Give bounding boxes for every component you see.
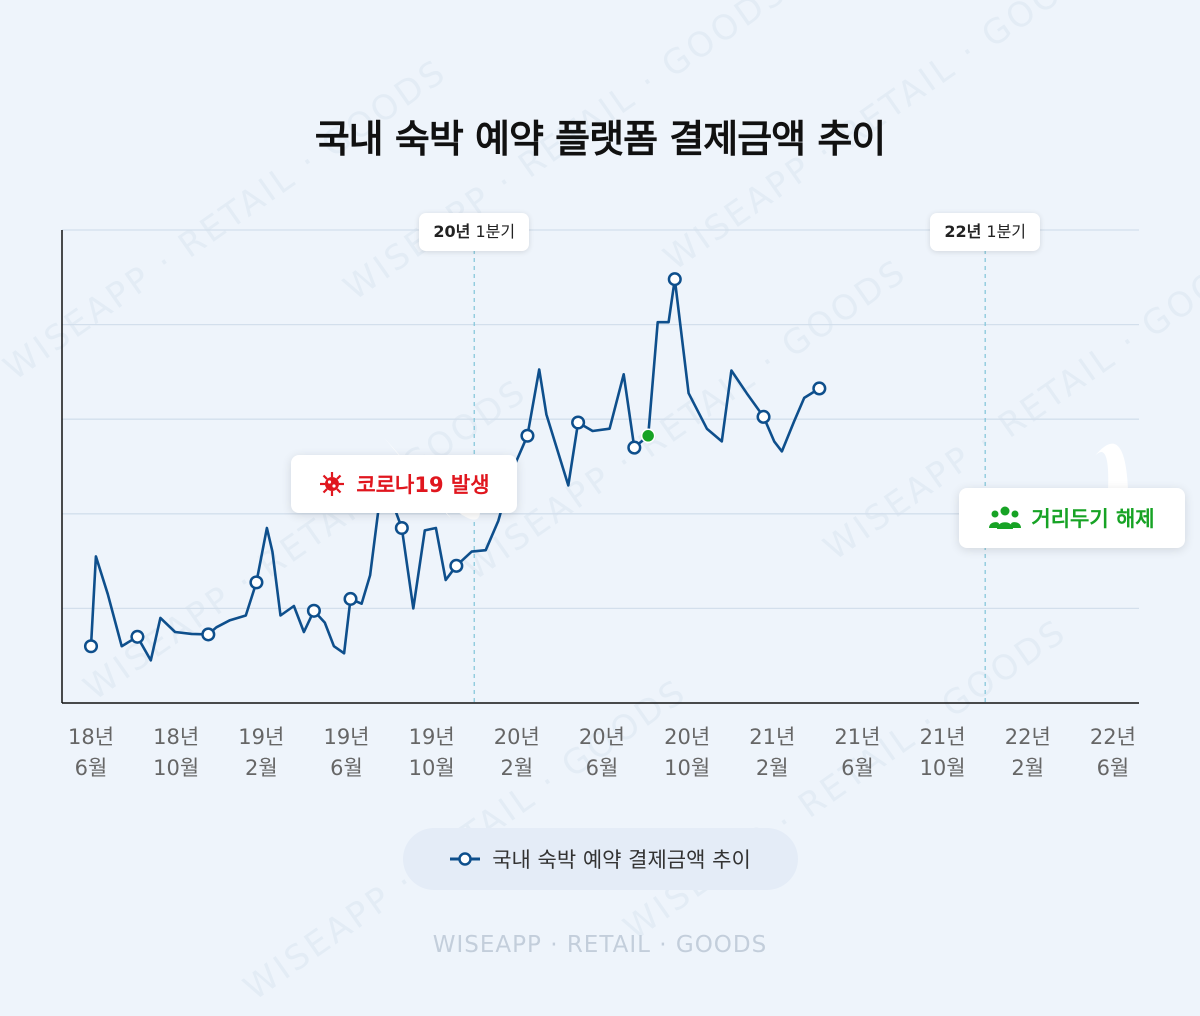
data-point: [306, 603, 321, 618]
x-tick-label: 19년: [323, 725, 369, 749]
x-tick-label: 10월: [153, 756, 199, 780]
x-tick-label: 21년: [834, 725, 880, 749]
data-point: [571, 415, 586, 430]
data-point: [394, 520, 409, 536]
x-tick-label: 6월: [586, 756, 619, 780]
legend-label: 국내 숙박 예약 결제금액 추이: [492, 848, 751, 872]
x-tick-label: 18년: [153, 725, 199, 749]
highlight-point: [640, 428, 656, 444]
x-tick-label: 6월: [1097, 756, 1130, 780]
x-tick-label: 2월: [245, 756, 278, 780]
x-tick-label: 22년: [1090, 725, 1136, 749]
x-tick-label: 21년: [920, 725, 966, 749]
covid-label: 코로나19 발생: [356, 473, 490, 497]
legend-marker-icon: [450, 852, 481, 866]
data-point: [130, 629, 145, 644]
data-point: [83, 639, 99, 654]
data-point: [249, 575, 264, 590]
data-point: [812, 381, 827, 396]
data-point: [201, 627, 216, 642]
series-line: [89, 277, 820, 662]
x-tick-label: 2월: [756, 756, 789, 780]
data-point: [627, 440, 642, 455]
data-point: [449, 558, 464, 573]
x-tick-label: 6월: [841, 756, 874, 780]
x-tick-label: 20년: [579, 725, 625, 749]
covid-callout: 코로나19 발생: [291, 455, 517, 513]
x-tick-label: 19년: [409, 725, 455, 749]
chart-title: 국내 숙박 예약 플랫폼 결제금액 추이: [314, 117, 887, 161]
x-tick-label: 2월: [500, 756, 533, 780]
distancing-callout-tail: [1095, 443, 1128, 490]
data-point: [667, 272, 682, 287]
x-tick-label: 6월: [75, 756, 108, 780]
x-tick-label: 22년: [1005, 725, 1051, 749]
x-tick-label: 20년: [664, 725, 710, 749]
x-tick-label: 10월: [664, 756, 710, 780]
data-point: [343, 591, 358, 606]
quarter-tag-2020q1: 20년 1분기: [419, 213, 530, 251]
x-tick-label: 2월: [1011, 756, 1044, 780]
x-tick-label: 10월: [920, 756, 966, 780]
x-tick-label: 21년: [749, 725, 795, 749]
people-icon: [989, 506, 1022, 529]
virus-icon: [320, 472, 345, 496]
quarter-tag-2022q1: 22년 1분기: [930, 213, 1041, 251]
x-tick-label: 18년: [68, 725, 114, 749]
footer-brand: WISEAPP · RETAIL · GOODS: [432, 932, 768, 958]
data-point: [520, 428, 535, 443]
x-tick-label: 20년: [494, 725, 540, 749]
x-tick-label: 10월: [409, 756, 455, 780]
legend: 국내 숙박 예약 결제금액 추이: [403, 828, 798, 890]
distancing-callout: 거리두기 해제: [959, 488, 1185, 548]
x-tick-label: 6월: [330, 756, 363, 780]
distancing-label: 거리두기 해제: [1031, 507, 1155, 531]
x-tick-label: 19년: [238, 725, 284, 749]
data-point: [756, 409, 771, 424]
